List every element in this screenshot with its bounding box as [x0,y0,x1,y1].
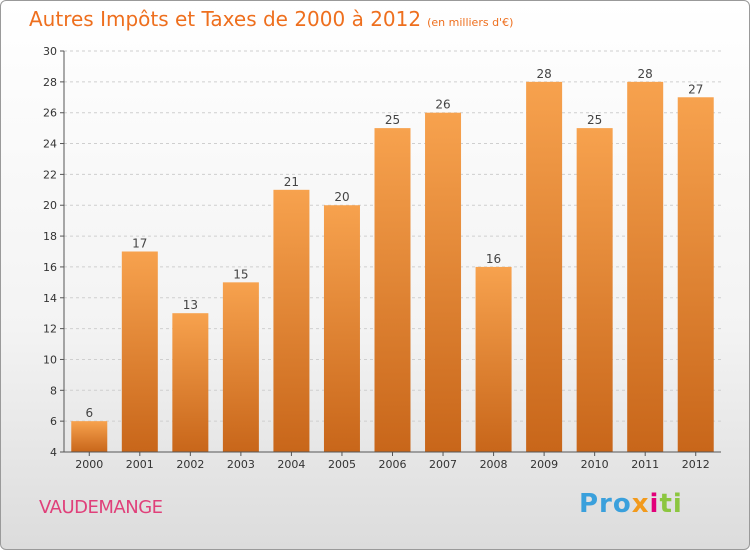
x-tick-label: 2000 [75,458,103,471]
bar-value-label: 26 [435,98,450,112]
chart-title-text: Autres Impôts et Taxes de 2000 à 2012 [29,7,422,31]
x-tick-label: 2009 [530,458,558,471]
bar-value-label: 28 [638,67,653,81]
x-tick-label: 2002 [176,458,204,471]
bar-2002 [172,313,209,452]
x-axis: 2000 2001 2002 2003 2004 2005 2006 2007 2008 2009… [64,451,721,471]
chart-title: Autres Impôts et Taxes de 2000 à 2012 (en… [29,7,513,31]
bar-2009 [526,81,563,452]
bar-2004 [273,189,310,453]
y-tick-label: 14 [43,292,57,305]
bar-value-label: 17 [132,237,147,251]
bar-2005 [323,205,360,452]
x-tick-label: 2011 [631,458,659,471]
y-tick-label: 8 [50,384,57,397]
bar-2006 [374,128,411,452]
y-tick-label: 26 [43,107,57,120]
commune-name: VAUDEMANGE [39,497,163,518]
bar-value-label: 20 [334,190,349,204]
y-tick-label: 30 [43,45,57,58]
y-tick-label: 4 [50,446,57,459]
bar-value-label: 25 [587,113,602,127]
x-tick-label: 2007 [429,458,457,471]
bars: 6 17 13 15 21 20 25 26 16 28 25 28 27 [71,67,714,453]
y-tick-label: 28 [43,76,57,89]
y-tick-label: 10 [43,353,57,366]
x-tick-label: 2005 [328,458,356,471]
x-tick-label: 2010 [581,458,609,471]
bar-value-label: 27 [688,82,703,96]
y-tick-label: 20 [43,199,57,212]
y-tick-label: 16 [43,261,57,274]
x-tick-label: 2008 [480,458,508,471]
bar-2012 [677,97,714,453]
x-tick-label: 2003 [227,458,255,471]
bar-2000 [71,421,108,452]
y-tick-label: 12 [43,323,57,336]
x-tick-label: 2001 [126,458,154,471]
x-tick-label: 2004 [277,458,305,471]
bar-2003 [222,282,259,452]
y-tick-label: 18 [43,230,57,243]
bar-2011 [627,81,664,452]
chart-subtitle: (en milliers d'€) [427,16,514,29]
bar-value-label: 25 [385,113,400,127]
bar-value-label: 6 [85,406,93,420]
y-tick-label: 24 [43,138,57,151]
bar-2007 [425,112,462,452]
bar-value-label: 16 [486,252,501,266]
y-tick-label: 22 [43,168,57,181]
x-tick-label: 2006 [379,458,407,471]
y-tick-label: 6 [50,415,57,428]
bar-value-label: 28 [536,67,551,81]
y-axis: 4 6 8 10 12 14 16 18 20 22 24 26 28 30 [43,45,65,459]
bar-2001 [121,251,158,452]
proxiti-logo: Proxiti [579,489,683,519]
bar-2008 [475,266,512,452]
bar-value-label: 13 [183,298,198,312]
bar-value-label: 15 [233,267,248,281]
bar-2010 [576,128,613,452]
bar-value-label: 21 [284,175,299,189]
x-tick-label: 2012 [682,458,710,471]
